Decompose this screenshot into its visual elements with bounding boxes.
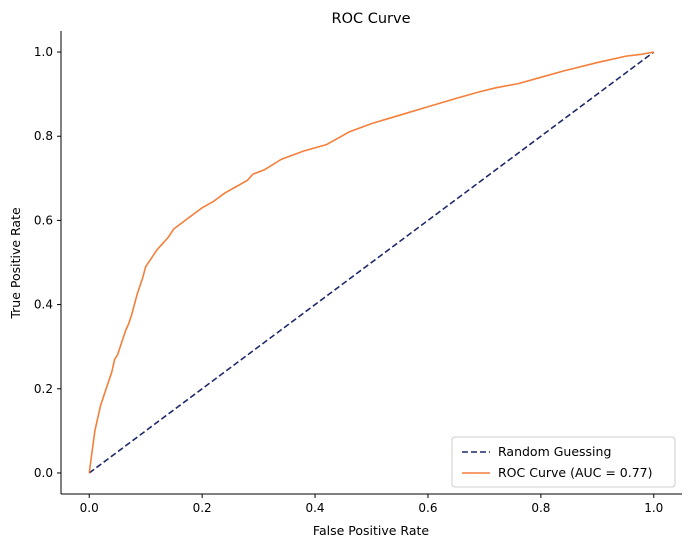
x-tick-label: 0.4 [305, 501, 324, 515]
x-tick-label: 0.0 [80, 501, 99, 515]
y-tick-label: 0.2 [34, 382, 53, 396]
y-tick-label: 0.6 [34, 213, 53, 227]
axes: 0.0 0.2 0.4 0.6 0.8 1.0 0.0 0.2 0.4 0.6 0.8 1.0 [34, 31, 682, 515]
chart-title: ROC Curve [332, 11, 411, 27]
random-guessing-line [88, 51, 655, 474]
y-tick-label: 0.4 [34, 298, 53, 312]
legend-label: ROC Curve (AUC = 0.77) [498, 465, 653, 480]
x-axis-label: False Positive Rate [313, 523, 429, 538]
legend: Random Guessing ROC Curve (AUC = 0.77) [451, 436, 676, 488]
x-tick-label: 0.2 [193, 501, 212, 515]
roc-curve-line [88, 51, 654, 474]
y-tick-label: 1.0 [34, 45, 53, 59]
y-tick-label: 0.8 [34, 129, 53, 143]
legend-box [451, 436, 676, 488]
x-tick-label: 1.0 [644, 501, 663, 515]
x-tick-label: 0.8 [531, 501, 550, 515]
legend-label: Random Guessing [498, 444, 611, 459]
plot-area [88, 51, 655, 474]
y-tick-label: 0.0 [34, 466, 53, 480]
y-axis-label: True Positive Rate [8, 207, 23, 320]
x-tick-label: 0.6 [418, 501, 437, 515]
